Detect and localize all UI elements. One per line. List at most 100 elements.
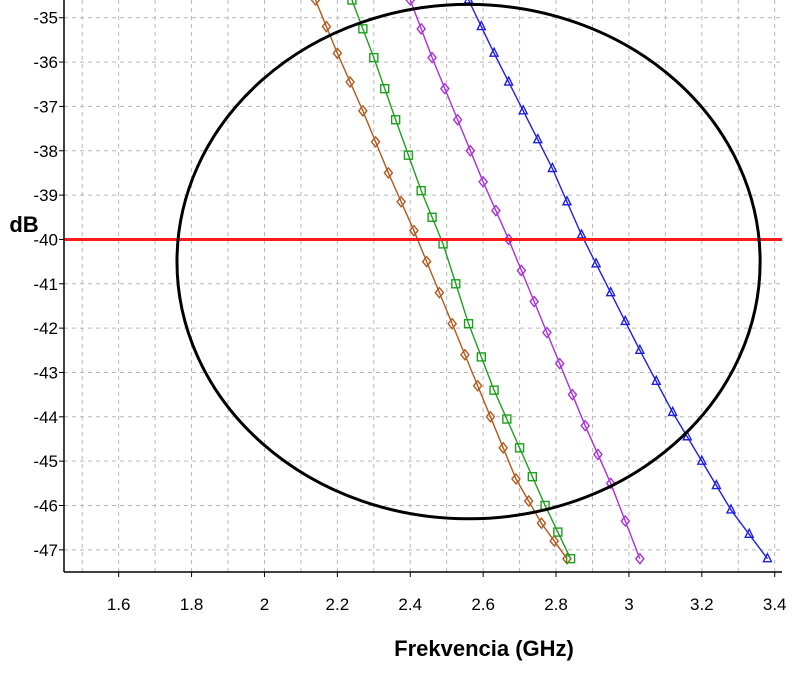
y-tick-label: -47 [33, 541, 58, 560]
y-tick-label: -43 [33, 363, 58, 382]
data-point-marker [696, 454, 707, 465]
data-point-marker [634, 343, 645, 354]
y-tick-label: -41 [33, 275, 58, 294]
data-point-marker [310, 0, 321, 7]
data-point-marker [554, 357, 565, 370]
data-point-marker [620, 314, 631, 326]
data-point-marker [383, 166, 394, 180]
data-point-marker [370, 135, 381, 149]
data-point-marker [762, 552, 773, 563]
data-point-marker [567, 388, 578, 401]
series-group [347, 0, 576, 564]
data-point-marker [620, 514, 631, 528]
data-point-marker [463, 318, 474, 329]
data-point-marker [542, 326, 552, 339]
data-point-marker [485, 410, 496, 423]
series-group [463, 0, 773, 563]
data-point-marker [561, 195, 573, 206]
x-axis-label: Frekvencia (GHz) [394, 636, 574, 661]
series-line [409, 0, 641, 559]
data-point-marker [416, 22, 427, 35]
y-tick-label: -42 [33, 319, 58, 338]
data-point-marker [634, 552, 645, 565]
x-tick-label: 2.8 [544, 595, 568, 614]
data-point-marker [580, 419, 591, 432]
series-line [467, 0, 768, 560]
data-point-marker [547, 161, 558, 173]
x-tick-label: 1.8 [180, 595, 204, 614]
x-tick-label: 3.2 [690, 595, 714, 614]
data-point-marker [405, 0, 416, 7]
data-point-marker [427, 212, 437, 222]
data-point-marker [502, 414, 512, 424]
data-point-marker [408, 224, 419, 237]
data-point-marker [503, 75, 514, 86]
data-point-marker [590, 257, 602, 268]
data-point-marker [593, 448, 603, 461]
data-point-marker [332, 47, 343, 60]
data-point-marker [460, 348, 470, 361]
data-point-marker [347, 0, 357, 5]
plot-area [64, 0, 782, 565]
series-group [310, 0, 572, 565]
series-line [314, 0, 568, 560]
y-tick-label: -46 [33, 496, 58, 515]
data-point-marker [489, 385, 499, 395]
y-tick-label: -35 [33, 9, 58, 28]
data-point-marker [490, 204, 501, 217]
data-point-marker [476, 352, 487, 362]
data-point-marker [536, 517, 547, 530]
data-point-marker [439, 82, 450, 95]
data-point-marker [345, 75, 356, 89]
x-tick-label: 2.4 [398, 595, 422, 614]
y-tick-label: -37 [33, 97, 58, 116]
data-point-marker [503, 233, 514, 246]
data-point-marker [605, 477, 616, 490]
x-tick-label: 3.4 [763, 595, 787, 614]
data-point-marker [403, 150, 414, 160]
x-tick-label: 2.2 [326, 595, 350, 614]
x-tick-label: 2.6 [471, 595, 495, 614]
data-point-marker [549, 534, 560, 548]
data-point-marker [390, 115, 401, 125]
y-tick-label: -40 [33, 230, 58, 249]
y-tick-label: -36 [33, 53, 58, 72]
series-group [405, 0, 645, 565]
data-point-marker [421, 255, 432, 268]
data-point-marker [427, 51, 438, 64]
data-point-marker [744, 527, 755, 539]
data-point-marker [476, 20, 487, 31]
data-point-marker [498, 441, 509, 454]
data-point-marker [358, 24, 368, 34]
data-point-marker [518, 104, 529, 115]
data-point-marker [380, 83, 390, 94]
data-point-marker [725, 503, 737, 514]
data-point-marker [451, 279, 461, 289]
data-point-marker [416, 185, 426, 196]
data-point-marker [396, 195, 407, 208]
data-point-marker [516, 264, 527, 277]
data-point-marker [321, 20, 332, 33]
data-point-marker [434, 286, 445, 299]
data-point-marker [472, 379, 483, 392]
data-point-marker [478, 175, 489, 188]
data-point-marker [465, 144, 476, 157]
x-tick-label: 1.6 [107, 595, 131, 614]
axes: 1.6 1.8 2 2.2 2.4 2.6 2.8 3 3.2 3.4 -35 -36 -37 -38 -3… [33, 0, 787, 614]
data-point-marker [711, 478, 722, 490]
data-point-marker [529, 295, 540, 308]
y-axis-label: dB [9, 212, 38, 237]
y-tick-label: -44 [33, 408, 58, 427]
y-tick-label: -38 [33, 142, 58, 161]
data-point-marker [452, 113, 463, 126]
data-point-marker [667, 405, 678, 417]
data-point-marker [532, 133, 543, 144]
x-tick-label: 2 [260, 595, 269, 614]
y-tick-label: -39 [33, 186, 58, 205]
data-point-marker [488, 46, 500, 57]
highlight-ellipse [175, 2, 762, 521]
data-point-marker [369, 52, 379, 63]
x-tick-label: 3 [624, 595, 633, 614]
